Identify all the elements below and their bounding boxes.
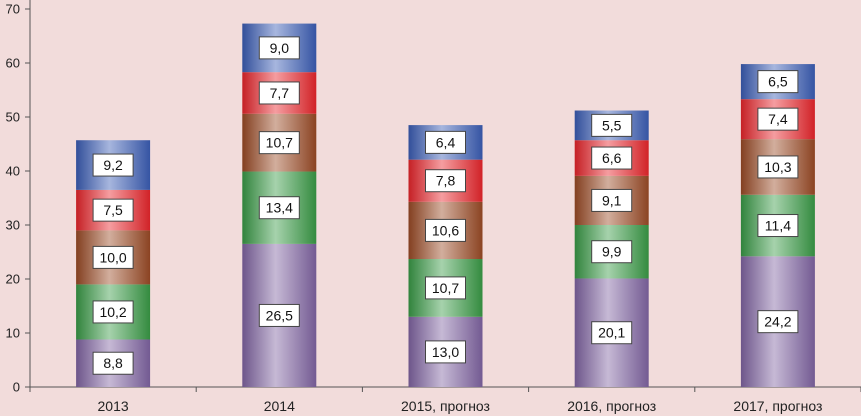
data-label: 8,8 xyxy=(103,355,123,371)
x-tick-label: 2015, прогноз xyxy=(401,398,490,414)
data-label-box xyxy=(757,70,799,94)
data-label-box xyxy=(425,169,466,193)
data-label-box xyxy=(425,340,466,364)
data-label-box xyxy=(757,155,799,179)
x-tick-label: 2016, прогноз xyxy=(567,398,656,414)
data-label-box xyxy=(757,107,799,131)
data-label-box xyxy=(757,214,799,238)
data-label: 20,1 xyxy=(598,325,625,341)
data-label: 24,2 xyxy=(764,314,791,330)
data-label-box xyxy=(591,146,633,170)
data-label: 10,7 xyxy=(266,135,293,151)
data-label-box xyxy=(425,218,466,242)
data-label: 7,8 xyxy=(436,173,456,189)
data-label-box xyxy=(757,310,799,334)
data-label-box xyxy=(92,198,134,222)
data-label: 26,5 xyxy=(266,307,293,323)
data-label-box xyxy=(591,240,633,264)
data-label: 13,0 xyxy=(432,344,459,360)
data-label: 11,4 xyxy=(765,218,791,234)
data-label-box xyxy=(92,351,134,375)
data-label-box xyxy=(591,113,633,137)
y-tick-label: 30 xyxy=(6,218,20,233)
y-tick-label: 50 xyxy=(6,110,20,125)
data-label: 6,4 xyxy=(436,134,456,150)
y-tick-label: 60 xyxy=(6,56,20,71)
x-tick-label: 2013 xyxy=(98,398,129,414)
data-label: 9,2 xyxy=(103,157,123,173)
data-label: 6,6 xyxy=(602,150,622,166)
data-label-box xyxy=(92,153,134,177)
data-label-box xyxy=(425,130,466,154)
data-label-box xyxy=(425,276,466,300)
data-label: 10,0 xyxy=(99,249,126,265)
data-label: 10,3 xyxy=(764,159,791,175)
x-tick-label: 2017, прогноз xyxy=(733,398,822,414)
data-label-box xyxy=(591,321,633,345)
data-label-box xyxy=(92,245,134,269)
data-label: 10,2 xyxy=(99,304,126,320)
data-label: 10,7 xyxy=(432,280,459,296)
data-label-box xyxy=(591,188,633,212)
data-label: 9,9 xyxy=(602,244,622,260)
data-label: 10,6 xyxy=(432,222,459,238)
y-tick-label: 70 xyxy=(6,2,20,17)
data-label: 7,5 xyxy=(103,202,123,218)
data-label-box xyxy=(258,131,300,155)
y-tick-label: 20 xyxy=(6,272,20,287)
data-label: 7,7 xyxy=(270,85,290,101)
y-tick-label: 40 xyxy=(6,164,20,179)
y-tick-label: 0 xyxy=(13,380,20,395)
x-tick-label: 2014 xyxy=(264,398,295,414)
data-label-box xyxy=(258,81,300,105)
data-label-box xyxy=(258,196,300,220)
data-label-box xyxy=(258,303,300,327)
data-label-box xyxy=(258,36,300,60)
data-label: 7,4 xyxy=(768,111,788,127)
data-label-box xyxy=(92,300,134,324)
data-label: 6,5 xyxy=(768,74,788,90)
y-tick-label: 10 xyxy=(6,326,20,341)
data-label: 9,1 xyxy=(602,192,622,208)
data-label: 5,5 xyxy=(602,117,622,133)
data-label: 9,0 xyxy=(270,40,290,56)
data-label: 13,4 xyxy=(266,200,293,216)
